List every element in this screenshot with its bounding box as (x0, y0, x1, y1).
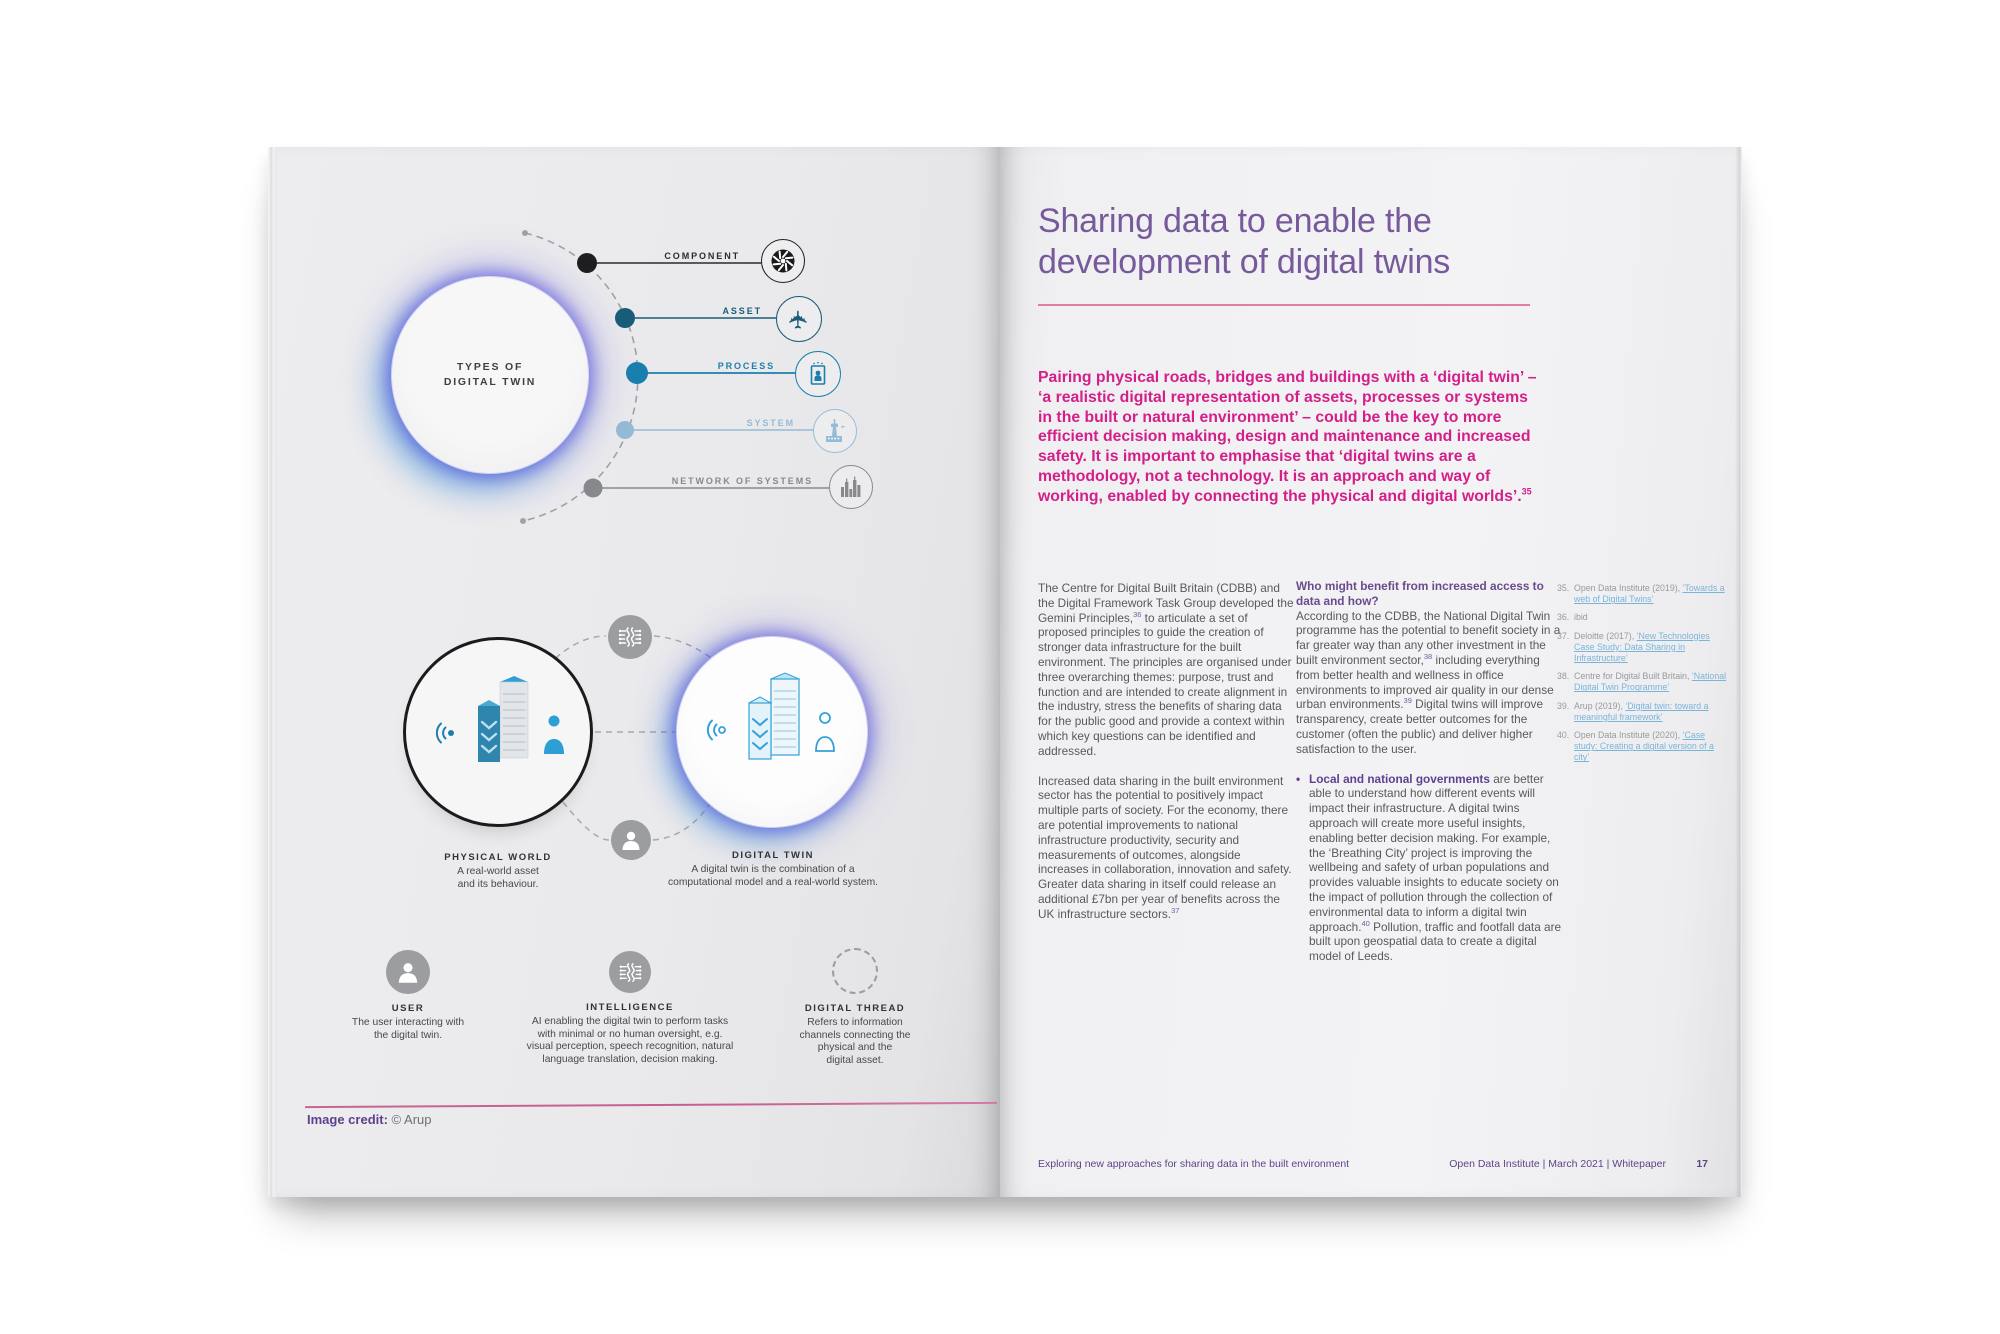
image-credit-owner: © Arup (391, 1112, 432, 1127)
legend-intelligence-title: INTELLIGENCE (586, 1002, 674, 1013)
paragraph: The Centre for Digital Built Britain (CD… (1038, 581, 1294, 758)
footnote: 35. Open Data Institute (2019), ‘Towards … (1557, 583, 1725, 605)
digital-thread-icon (832, 948, 878, 994)
physical-world-caption: PHYSICAL WORLD A real-world asset and it… (408, 852, 588, 891)
turbine-icon (761, 239, 805, 283)
wifi-signal-outline-icon (706, 719, 726, 741)
legend-user-title: USER (391, 1003, 425, 1014)
airport-tower-icon (813, 409, 857, 453)
type-label-system: SYSTEM (746, 418, 795, 428)
digital-twin-circle (677, 637, 867, 827)
footer-running-title: Exploring new approaches for sharing dat… (1038, 1158, 1350, 1170)
right-page: Sharing data to enable the development o… (1000, 147, 1742, 1197)
physical-world-title: PHYSICAL WORLD (444, 852, 552, 863)
footnote-ref-39: 39 (1403, 696, 1412, 706)
paragraph: According to the CDBB, the National Digi… (1296, 608, 1561, 756)
user-icon (386, 950, 430, 994)
footnote-ref-36: 36 (1133, 609, 1142, 619)
left-page: TYPES OF DIGITAL TWIN COMPONENT ASSET PR… (268, 147, 1000, 1197)
legend-digital-thread-desc: Refers to information channels connectin… (799, 1017, 911, 1066)
footnote-link[interactable]: ‘Case study: Creating a digital version … (1574, 730, 1714, 763)
airplane-icon: ✈ (776, 296, 822, 342)
footnote-ref-35: 35 (1521, 486, 1532, 497)
footnote-link[interactable]: ‘National Digital Twin Programme’ (1574, 671, 1727, 693)
type-label-process: PROCESS (717, 361, 775, 371)
type-label-asset: ASSET (722, 306, 762, 316)
digital-twin-desc: A digital twin is the combination of a c… (667, 864, 879, 888)
body-scanner-icon (795, 351, 841, 397)
footnote: 37. Deloitte (2017), ‘New Technologies Ca… (1557, 630, 1710, 664)
bullet-item: Local and national governments are bette… (1296, 772, 1566, 964)
type-label-component: COMPONENT (664, 251, 740, 261)
types-hub-circle: TYPES OF DIGITAL TWIN (392, 277, 588, 473)
footnote: 39. Arup (2019), ‘Digital twin: toward a … (1557, 700, 1709, 722)
footnote: 36. ibid (1557, 612, 1588, 623)
paragraph: Increased data sharing in the built envi… (1038, 773, 1292, 921)
footnote-ref-40: 40 (1361, 918, 1370, 928)
wireframe-buildings-icon (747, 672, 801, 760)
page-title: Sharing data to enable the development o… (1038, 202, 1451, 281)
section-heading: Who might benefit from increased access … (1296, 579, 1544, 608)
footnote: 38. Centre for Digital Built Britain, ‘Na… (1557, 671, 1727, 693)
legend-intelligence: INTELLIGENCE AI enabling the digital twi… (514, 951, 746, 1066)
image-credit-label: Image credit: (307, 1112, 388, 1127)
user-connector-icon (611, 820, 651, 860)
intro-text: Pairing physical roads, bridges and buil… (1038, 369, 1537, 505)
footnote-link[interactable]: ‘Digital twin: toward a meaningful frame… (1574, 700, 1709, 722)
intelligence-chip-icon (608, 615, 652, 659)
person-icon (544, 715, 564, 754)
legend-digital-thread: DIGITAL THREAD Refers to information cha… (774, 948, 936, 1067)
footer-publication-info: Open Data Institute | March 2021 | White… (1449, 1158, 1666, 1170)
page-number: 17 (1696, 1158, 1708, 1170)
footnote-link[interactable]: ‘Towards a web of Digital Twins’ (1574, 583, 1725, 605)
footnotes-column: 35. Open Data Institute (2019), ‘Towards … (1557, 583, 1729, 771)
credit-divider (305, 1101, 997, 1109)
body-column-2: Who might benefit from increased access … (1296, 579, 1566, 964)
physical-world-circle (403, 637, 593, 827)
buildings-icon (478, 676, 529, 762)
digital-twin-caption: DIGITAL TWIN A digital twin is the combi… (660, 850, 886, 889)
legend-intelligence-desc: AI enabling the digital twin to perform … (526, 1016, 734, 1065)
intelligence-icon (609, 951, 651, 993)
footnote-link[interactable]: ‘New Technologies Case Study: Data Shari… (1574, 630, 1710, 664)
type-label-network-of-systems: NETWORK OF SYSTEMS (671, 476, 813, 486)
footnote: 40. Open Data Institute (2020), ‘Case stu… (1557, 730, 1714, 763)
body-column-1: The Centre for Digital Built Britain (CD… (1038, 581, 1294, 937)
physical-world-desc: A real-world asset and its behaviour. (457, 866, 539, 890)
person-outline-icon (815, 712, 835, 752)
intro-paragraph: Pairing physical roads, bridges and buil… (1038, 368, 1546, 507)
legend-digital-thread-title: DIGITAL THREAD (804, 1003, 906, 1014)
title-underline (1038, 304, 1530, 306)
image-credit: Image credit: © Arup (307, 1112, 431, 1127)
city-skyline-icon (829, 465, 873, 509)
types-hub-label: TYPES OF DIGITAL TWIN (443, 361, 537, 388)
whitepaper-spread: TYPES OF DIGITAL TWIN COMPONENT ASSET PR… (268, 147, 1742, 1197)
footnote-ref-37: 37 (1171, 905, 1180, 915)
legend-user: USER The user interacting with the digit… (327, 950, 489, 1042)
digital-twin-title: DIGITAL TWIN (731, 850, 815, 861)
footnote-ref-38: 38 (1423, 652, 1433, 662)
wifi-signal-icon (435, 722, 454, 744)
legend-user-desc: The user interacting with the digital tw… (351, 1017, 465, 1041)
